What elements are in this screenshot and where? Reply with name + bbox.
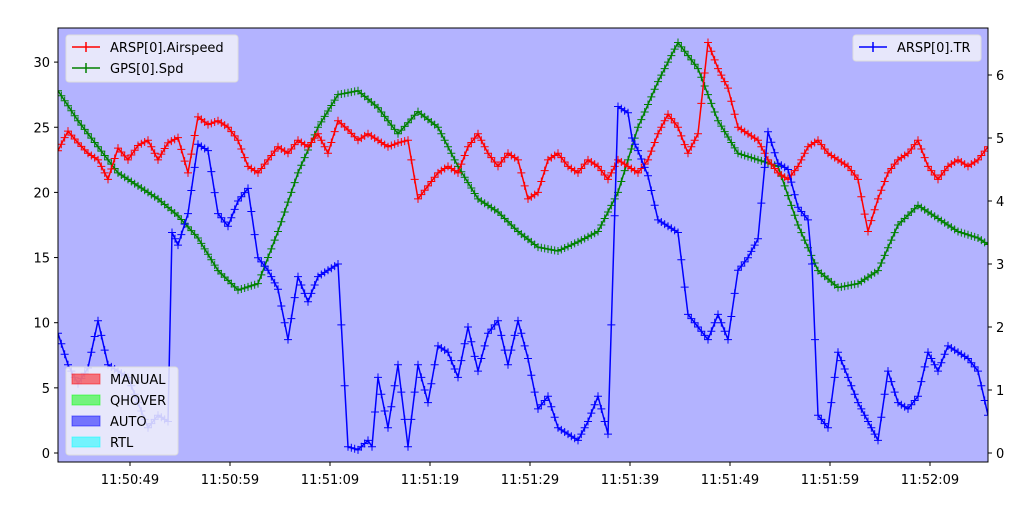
- legend-box: [852, 34, 982, 62]
- x-tick-label: 11:51:29: [501, 473, 559, 488]
- y-left-tick-label: 5: [42, 382, 50, 397]
- x-tick-label: 11:51:19: [401, 473, 459, 488]
- series-layer: [58, 38, 988, 454]
- plot-frame: [57, 27, 989, 463]
- legend-flight-modes: MANUAL QHOVER AUTO RTL: [65, 366, 179, 456]
- y-left-tick-label: 15: [33, 252, 50, 267]
- y-right-tick-label: 6: [996, 69, 1004, 84]
- rtl-swatch-icon: [71, 436, 101, 448]
- right-y-axis: 0 1 2 3 4 5 6: [988, 69, 1004, 462]
- x-tick-label: 11:51:49: [701, 473, 759, 488]
- x-tick-label: 11:51:59: [801, 473, 859, 488]
- qhover-swatch-icon: [71, 394, 101, 406]
- legend-top-left: ARSP[0].Airspeed GPS[0].Spd: [65, 34, 239, 83]
- legend-label-rtl: RTL: [110, 436, 134, 451]
- y-right-tick-label: 0: [996, 447, 1004, 462]
- legend-box: [65, 34, 239, 83]
- legend-label-auto: AUTO: [110, 415, 147, 430]
- x-tick-label: 11:51:09: [301, 473, 359, 488]
- legend-label-qhover: QHOVER: [110, 394, 166, 409]
- legend-box: [65, 366, 179, 456]
- y-right-tick-label: 5: [996, 132, 1004, 147]
- x-tick-label: 11:51:39: [601, 473, 659, 488]
- x-axis: 11:50:49 11:50:59 11:51:09 11:51:19 11:51:29…: [101, 462, 959, 488]
- y-right-tick-label: 3: [996, 258, 1004, 273]
- y-left-tick-label: 0: [42, 447, 50, 462]
- y-right-tick-label: 2: [996, 321, 1004, 336]
- legend-label-tr: ARSP[0].TR: [897, 41, 971, 56]
- y-left-tick-label: 25: [33, 121, 50, 136]
- y-right-tick-label: 1: [996, 384, 1004, 399]
- series-arsp-0-tr: [58, 102, 988, 454]
- y-right-tick-label: 4: [996, 195, 1004, 210]
- x-tick-label: 11:50:49: [101, 473, 159, 488]
- legend-label-airspeed: ARSP[0].Airspeed: [110, 41, 224, 56]
- x-tick-label: 11:50:59: [201, 473, 259, 488]
- left-y-axis: 0 5 10 15 20 25 30: [33, 56, 58, 462]
- legend-label-manual: MANUAL: [110, 373, 166, 388]
- plot-area: [58, 28, 988, 462]
- y-left-tick-label: 20: [33, 186, 50, 201]
- y-left-tick-label: 30: [33, 56, 50, 71]
- series-arsp-0-airspeed: [58, 38, 988, 236]
- legend-label-gps-speed: GPS[0].Spd: [110, 62, 183, 77]
- auto-swatch-icon: [71, 415, 101, 427]
- x-tick-label: 11:52:09: [901, 473, 959, 488]
- manual-swatch-icon: [71, 373, 101, 385]
- legend-top-right: ARSP[0].TR: [852, 34, 982, 62]
- y-left-tick-label: 10: [33, 317, 50, 332]
